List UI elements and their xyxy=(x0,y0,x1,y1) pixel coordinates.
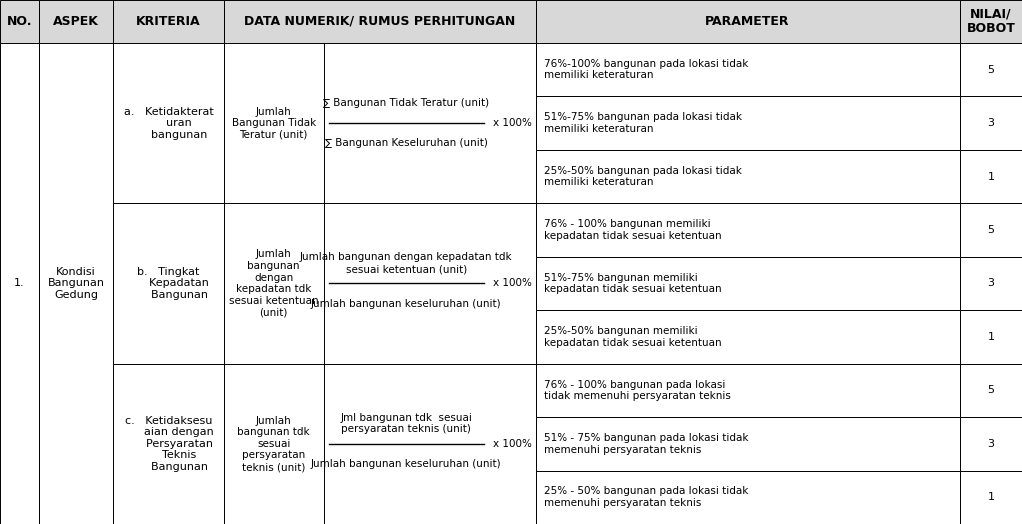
Bar xyxy=(536,417,960,471)
Bar xyxy=(113,364,224,524)
Text: 1: 1 xyxy=(987,492,994,503)
Text: b.   Tingkat
      Kepadatan
      Bangunan: b. Tingkat Kepadatan Bangunan xyxy=(128,267,210,300)
Bar xyxy=(113,203,224,364)
Bar xyxy=(536,310,960,364)
Text: KRITERIA: KRITERIA xyxy=(136,15,201,28)
Text: 1: 1 xyxy=(987,332,994,342)
Text: a.   Ketidakterat
      uran
      bangunan: a. Ketidakterat uran bangunan xyxy=(124,106,214,140)
Text: 25%-50% bangunan memiliki
kepadatan tidak sesuai ketentuan: 25%-50% bangunan memiliki kepadatan tida… xyxy=(544,326,722,348)
Bar xyxy=(536,257,960,310)
Text: ∑ Bangunan Tidak Teratur (unit): ∑ Bangunan Tidak Teratur (unit) xyxy=(323,98,490,108)
Text: ASPEK: ASPEK xyxy=(53,15,99,28)
Text: 1: 1 xyxy=(987,171,994,182)
Text: NO.: NO. xyxy=(7,15,32,28)
Bar xyxy=(960,471,1022,524)
Bar xyxy=(536,150,960,203)
Bar xyxy=(960,203,1022,257)
Text: 3: 3 xyxy=(987,118,994,128)
Text: 51% - 75% bangunan pada lokasi tidak
memenuhi persyaratan teknis: 51% - 75% bangunan pada lokasi tidak mem… xyxy=(544,433,748,455)
Bar xyxy=(224,43,536,203)
Bar xyxy=(536,203,960,257)
Text: 76% - 100% bangunan memiliki
kepadatan tidak sesuai ketentuan: 76% - 100% bangunan memiliki kepadatan t… xyxy=(544,219,722,241)
Text: NILAI/
BOBOT: NILAI/ BOBOT xyxy=(967,7,1015,36)
Text: Jumlah
bangunan
dengan
kepadatan tdk
sesuai ketentuan
(unit): Jumlah bangunan dengan kepadatan tdk ses… xyxy=(229,249,319,318)
Bar xyxy=(960,0,1022,43)
Bar xyxy=(536,364,960,417)
Bar xyxy=(39,43,113,524)
Text: 3: 3 xyxy=(987,278,994,289)
Text: 25% - 50% bangunan pada lokasi tidak
memenuhi persyaratan teknis: 25% - 50% bangunan pada lokasi tidak mem… xyxy=(544,486,748,508)
Bar xyxy=(224,364,536,524)
Bar xyxy=(960,364,1022,417)
Text: 5: 5 xyxy=(987,385,994,396)
Text: x 100%: x 100% xyxy=(493,118,531,128)
Text: Jumlah
Bangunan Tidak
Teratur (unit): Jumlah Bangunan Tidak Teratur (unit) xyxy=(232,106,316,140)
Bar xyxy=(536,43,960,96)
Bar xyxy=(0,0,39,43)
Text: ∑ Bangunan Keseluruhan (unit): ∑ Bangunan Keseluruhan (unit) xyxy=(325,138,487,148)
Text: Jml bangunan tdk  sesuai
persyaratan teknis (unit): Jml bangunan tdk sesuai persyaratan tekn… xyxy=(340,413,472,434)
Bar xyxy=(960,43,1022,96)
Text: Jumlah bangunan keseluruhan (unit): Jumlah bangunan keseluruhan (unit) xyxy=(311,459,502,469)
Text: PARAMETER: PARAMETER xyxy=(705,15,790,28)
Bar xyxy=(960,150,1022,203)
Bar xyxy=(536,471,960,524)
Text: 3: 3 xyxy=(987,439,994,449)
Bar xyxy=(960,257,1022,310)
Text: 51%-75% bangunan memiliki
kepadatan tidak sesuai ketentuan: 51%-75% bangunan memiliki kepadatan tida… xyxy=(544,272,722,294)
Text: 76%-100% bangunan pada lokasi tidak
memiliki keteraturan: 76%-100% bangunan pada lokasi tidak memi… xyxy=(544,59,748,81)
Text: Jumlah
bangunan tdk
sesuai
persyaratan
teknis (unit): Jumlah bangunan tdk sesuai persyaratan t… xyxy=(237,416,310,472)
Bar xyxy=(536,0,960,43)
Text: x 100%: x 100% xyxy=(493,278,531,289)
Bar xyxy=(960,310,1022,364)
Bar xyxy=(536,96,960,150)
Bar xyxy=(224,0,536,43)
Text: Jumlah bangunan dengan kepadatan tdk
sesuai ketentuan (unit): Jumlah bangunan dengan kepadatan tdk ses… xyxy=(299,253,513,274)
Text: c.   Ketidaksesu
      aian dengan
      Persyaratan
      Teknis
      Bangunan: c. Ketidaksesu aian dengan Persyaratan T… xyxy=(124,416,214,472)
Text: DATA NUMERIK/ RUMUS PERHITUNGAN: DATA NUMERIK/ RUMUS PERHITUNGAN xyxy=(244,15,515,28)
Text: 51%-75% bangunan pada lokasi tidak
memiliki keteraturan: 51%-75% bangunan pada lokasi tidak memil… xyxy=(544,112,742,134)
Text: 25%-50% bangunan pada lokasi tidak
memiliki keteraturan: 25%-50% bangunan pada lokasi tidak memil… xyxy=(544,166,742,188)
Text: 5: 5 xyxy=(987,64,994,75)
Bar xyxy=(0,43,39,524)
Text: Jumlah bangunan keseluruhan (unit): Jumlah bangunan keseluruhan (unit) xyxy=(311,299,502,309)
Bar xyxy=(960,417,1022,471)
Bar xyxy=(113,0,224,43)
Text: 76% - 100% bangunan pada lokasi
tidak memenuhi persyaratan teknis: 76% - 100% bangunan pada lokasi tidak me… xyxy=(544,379,731,401)
Bar xyxy=(224,203,536,364)
Text: Kondisi
Bangunan
Gedung: Kondisi Bangunan Gedung xyxy=(48,267,104,300)
Text: x 100%: x 100% xyxy=(493,439,531,449)
Text: 5: 5 xyxy=(987,225,994,235)
Bar xyxy=(960,96,1022,150)
Bar xyxy=(39,0,113,43)
Text: 1.: 1. xyxy=(14,278,25,289)
Bar xyxy=(113,43,224,203)
